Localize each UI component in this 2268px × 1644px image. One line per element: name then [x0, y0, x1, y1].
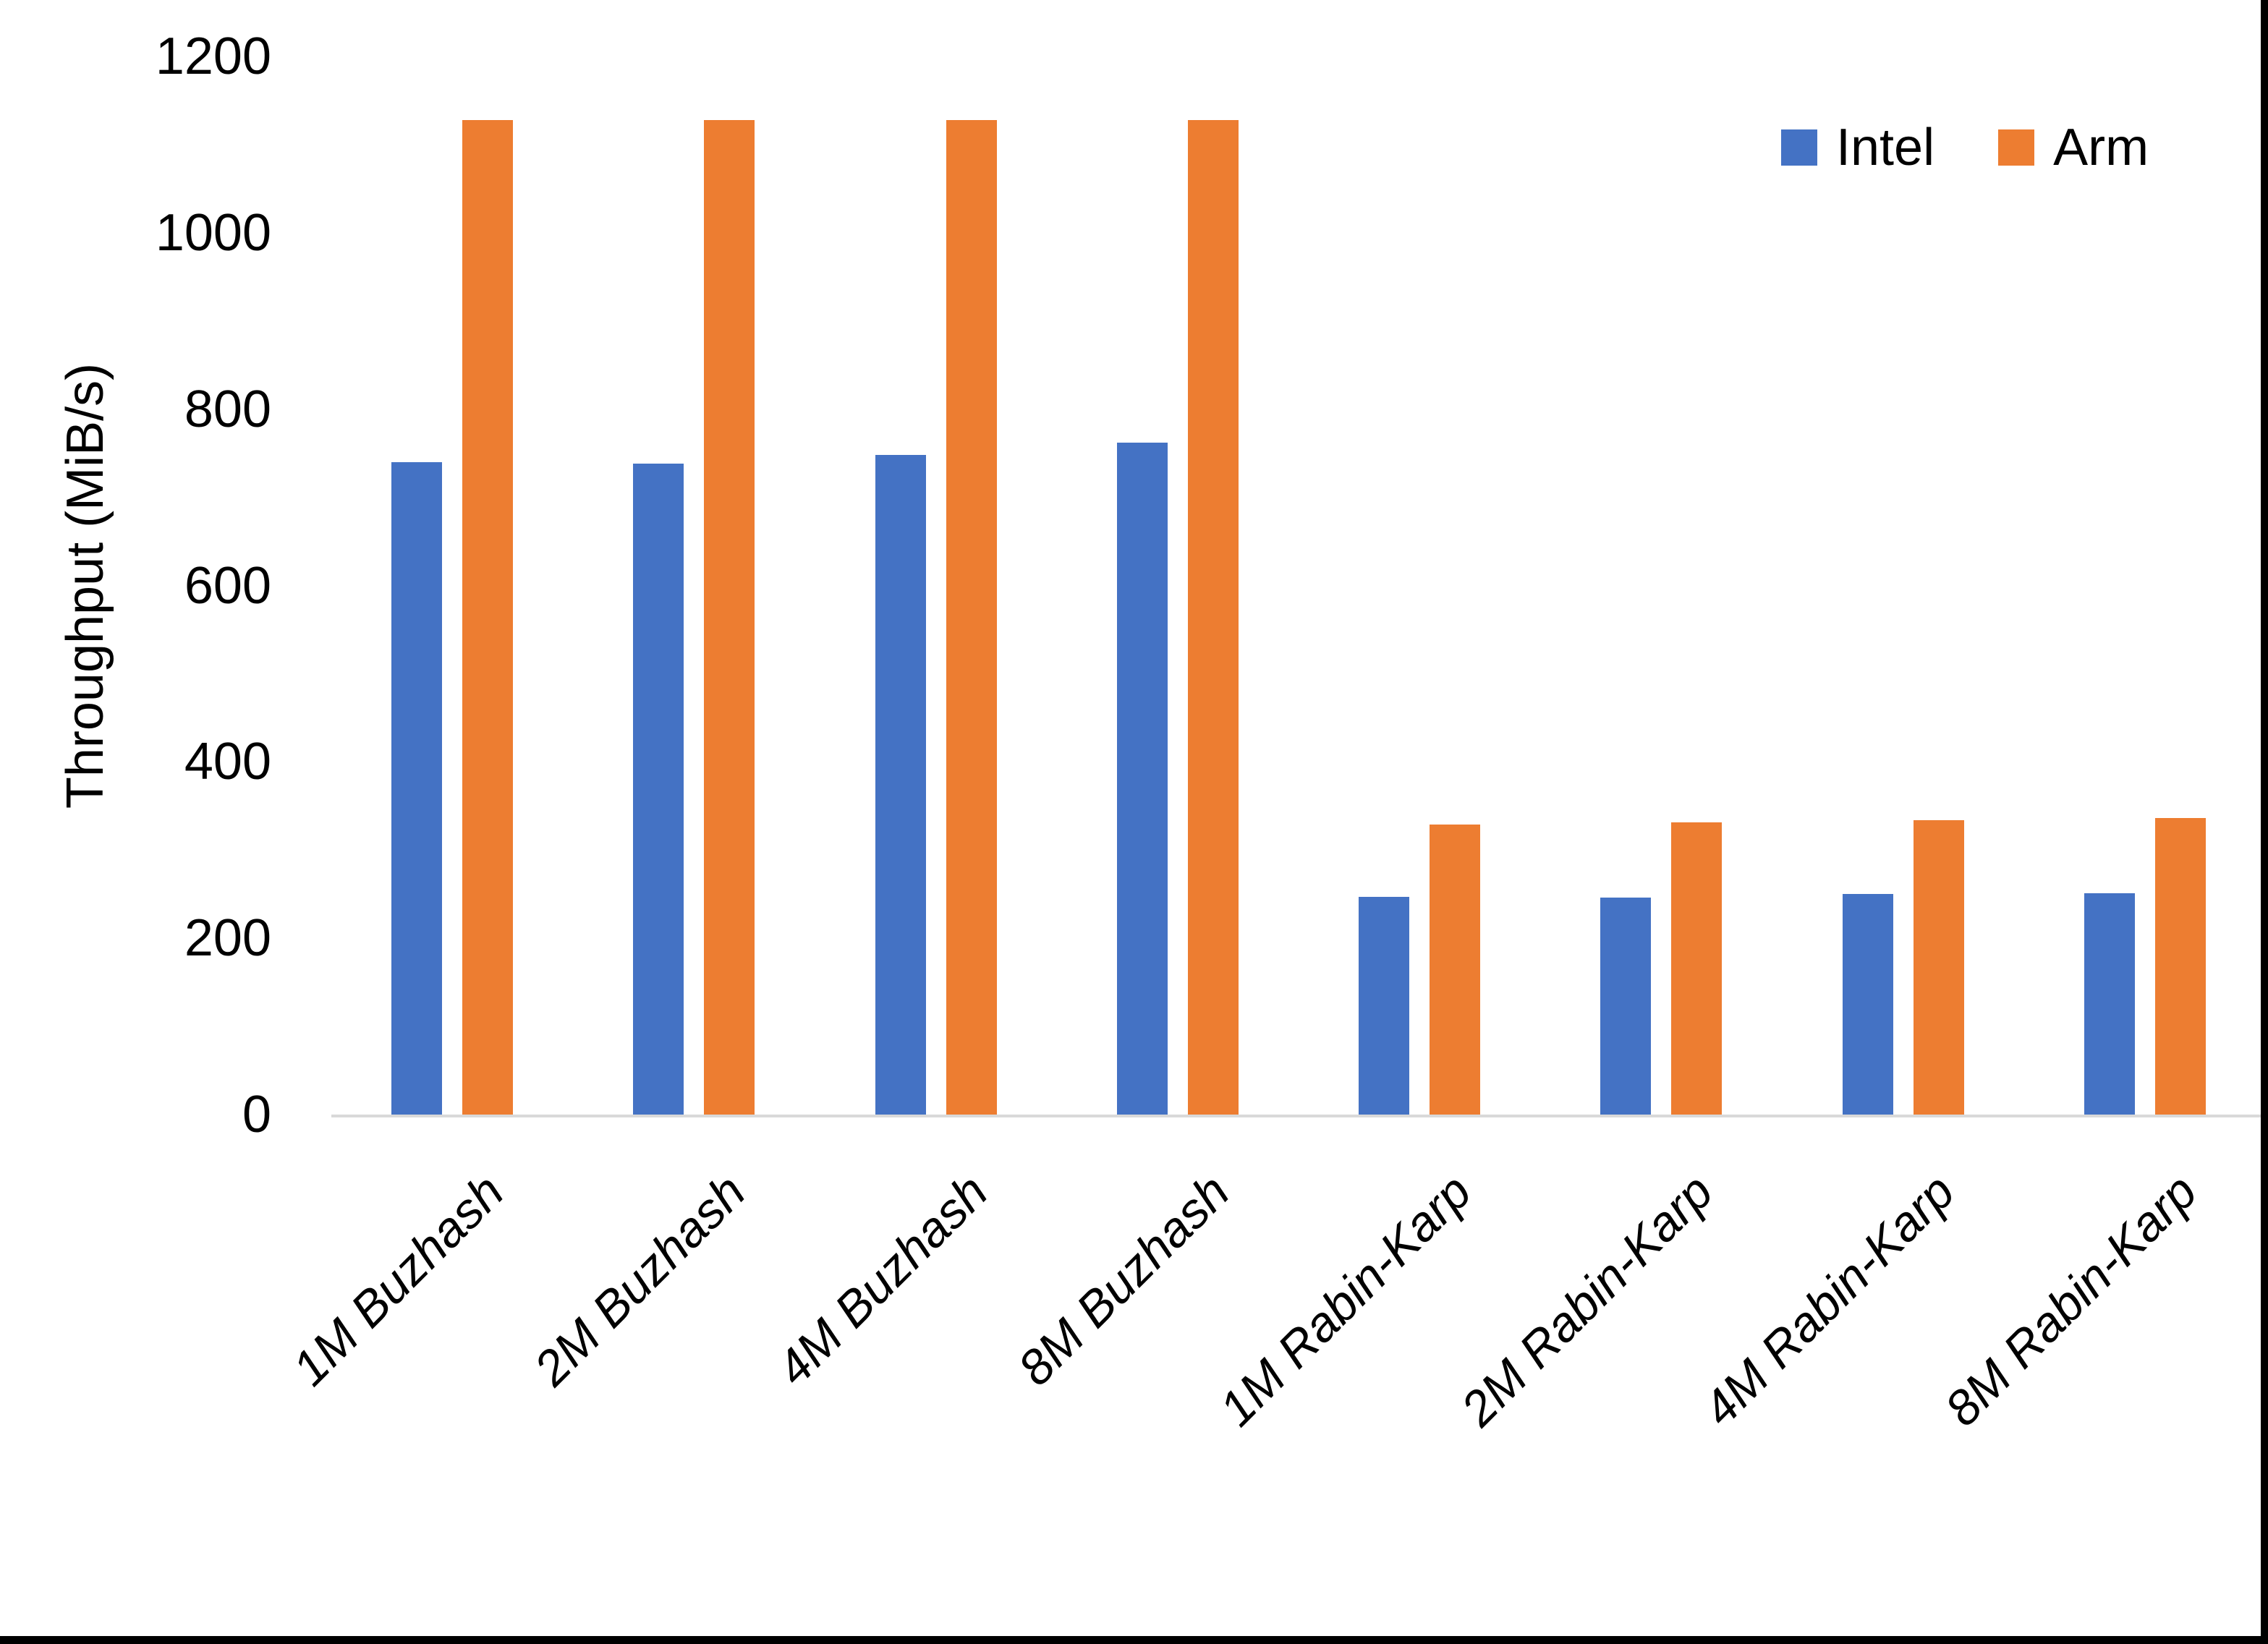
- x-tick-label-4m-buzhash: 4M Buzhash: [765, 1164, 998, 1397]
- bar-arm-8m-buzhash: [1187, 119, 1239, 1115]
- x-tick-label-4m-rabin-karp: 4M Rabin-Karp: [1692, 1164, 1966, 1437]
- x-axis-line: [331, 1115, 2266, 1117]
- legend-label-arm: Arm: [2053, 119, 2149, 176]
- x-tick-label-1m-buzhash: 1M Buzhash: [282, 1164, 515, 1397]
- x-tick-label-8m-buzhash: 8M Buzhash: [1007, 1164, 1240, 1397]
- x-tick-label-8m-rabin-karp: 8M Rabin-Karp: [1934, 1164, 2207, 1437]
- bar-arm-1m-buzhash: [462, 119, 514, 1115]
- bar-intel-1m-rabin-karp: [1359, 896, 1410, 1115]
- bar-arm-2m-rabin-karp: [1671, 822, 1723, 1115]
- arm-series-swatch: [1998, 129, 2035, 166]
- y-tick-label-600: 600: [184, 556, 271, 615]
- bar-arm-2m-buzhash: [704, 119, 755, 1115]
- y-tick-label-1000: 1000: [155, 203, 271, 262]
- bar-intel-2m-buzhash: [633, 464, 684, 1115]
- y-tick-label-0: 0: [242, 1086, 271, 1143]
- x-tick-label-2m-buzhash: 2M Buzhash: [524, 1164, 757, 1397]
- bar-intel-8m-rabin-karp: [2084, 893, 2135, 1115]
- bar-arm-1m-rabin-karp: [1430, 824, 1481, 1115]
- x-tick-label-1m-rabin-karp: 1M Rabin-Karp: [1208, 1164, 1482, 1437]
- intel-series-swatch: [1781, 129, 1817, 166]
- bar-intel-2m-rabin-karp: [1600, 898, 1652, 1115]
- bar-arm-4m-rabin-karp: [1913, 819, 1964, 1115]
- right-black-border: [2261, 0, 2268, 1644]
- legend-item-intel: Intel: [1781, 122, 1934, 174]
- bar-arm-8m-rabin-karp: [2154, 818, 2206, 1115]
- bar-intel-8m-buzhash: [1116, 442, 1168, 1115]
- y-tick-label-200: 200: [184, 909, 271, 968]
- legend-label-intel: Intel: [1836, 119, 1935, 176]
- bar-arm-4m-buzhash: [946, 119, 997, 1115]
- legend-item-arm: Arm: [1998, 122, 2149, 174]
- y-tick-label-1200: 1200: [155, 27, 271, 85]
- legend: Intel Arm: [1781, 122, 2149, 174]
- y-tick-label-400: 400: [184, 733, 271, 791]
- y-tick-label-800: 800: [184, 380, 271, 438]
- bar-intel-4m-buzhash: [875, 455, 926, 1115]
- bar-intel-4m-rabin-karp: [1842, 894, 1893, 1115]
- x-tick-label-2m-rabin-karp: 2M Rabin-Karp: [1451, 1164, 1724, 1437]
- bar-intel-1m-buzhash: [391, 461, 443, 1115]
- bottom-black-border: [0, 1636, 2268, 1644]
